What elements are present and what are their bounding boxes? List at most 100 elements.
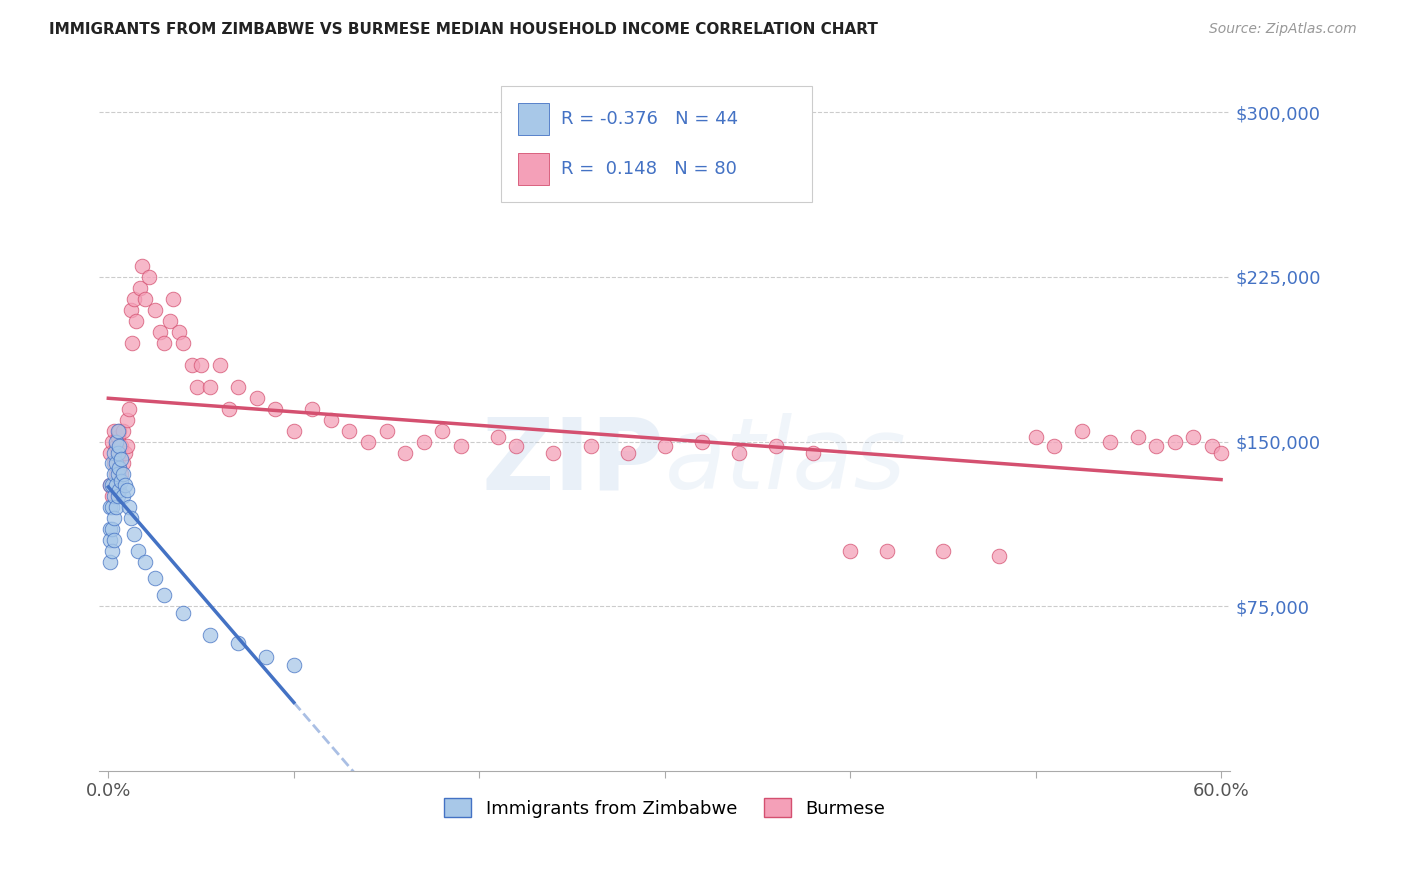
Point [264,401,287,416]
Point [115,439,138,453]
Point [112,457,135,471]
Point [486,430,509,444]
Point [172,606,194,620]
Point [108,461,131,475]
Point [103,490,125,504]
Point [190,358,212,372]
Point [114,478,136,492]
Point [120,302,142,317]
Point [104,434,127,449]
Point [180,358,202,372]
Point [167,325,190,339]
Point [246,391,269,405]
Point [104,500,127,515]
Point [200,380,222,394]
Point [98,555,121,569]
Point [283,424,305,438]
Point [357,434,380,449]
Point [124,292,146,306]
Point [127,544,149,558]
Point [765,439,787,453]
Point [654,439,676,453]
Point [430,424,453,438]
Text: atlas: atlas [665,413,907,510]
Point [125,314,148,328]
Point [1182,430,1205,444]
Point [103,533,125,548]
Point [1144,439,1167,453]
Point [218,401,240,416]
Point [110,439,132,453]
Point [987,549,1010,563]
Point [103,511,125,525]
Text: IMMIGRANTS FROM ZIMBABWE VS BURMESE MEDIAN HOUSEHOLD INCOME CORRELATION CHART: IMMIGRANTS FROM ZIMBABWE VS BURMESE MEDI… [49,22,879,37]
Point [101,457,124,471]
Point [120,511,142,525]
Point [319,412,342,426]
Point [118,401,141,416]
Point [208,358,231,372]
Point [101,490,124,504]
Point [153,588,176,602]
Point [101,500,124,515]
Point [110,452,132,467]
Point [143,302,166,317]
Point [107,424,129,438]
Point [172,335,194,350]
Point [932,544,955,558]
Point [112,490,135,504]
Point [101,478,124,492]
Bar [517,153,550,186]
Text: R = -0.376   N = 44: R = -0.376 N = 44 [561,110,738,128]
Point [101,434,124,449]
Point [226,380,249,394]
Point [115,412,138,426]
Point [412,434,434,449]
Text: ZIP: ZIP [482,413,665,510]
Point [98,478,121,492]
Point [1163,434,1185,449]
Point [98,500,121,515]
Point [690,434,713,449]
Bar [517,103,550,136]
Point [839,544,862,558]
Point [107,430,129,444]
Point [186,380,208,394]
Text: R =  0.148   N = 80: R = 0.148 N = 80 [561,160,737,178]
Point [339,424,361,438]
Point [450,439,472,453]
Point [103,457,125,471]
Point [543,445,565,459]
Point [107,490,129,504]
Point [110,474,132,488]
Point [101,522,124,536]
Point [115,483,138,497]
Point [108,483,131,497]
Point [226,636,249,650]
Point [104,478,127,492]
Point [200,627,222,641]
Point [104,439,127,453]
Point [505,439,527,453]
Point [131,259,153,273]
Point [1201,439,1223,453]
Point [121,335,143,350]
Point [118,500,141,515]
Point [1126,430,1149,444]
Point [108,424,131,438]
Point [728,445,751,459]
Point [801,445,824,459]
Point [107,483,129,497]
Point [162,292,184,306]
Point [134,555,156,569]
Point [103,445,125,459]
Point [138,270,160,285]
Point [107,452,129,467]
Point [104,457,127,471]
Point [876,544,898,558]
Point [283,658,305,673]
Point [394,445,416,459]
Point [1209,445,1232,459]
Point [1025,430,1047,444]
Point [301,401,323,416]
